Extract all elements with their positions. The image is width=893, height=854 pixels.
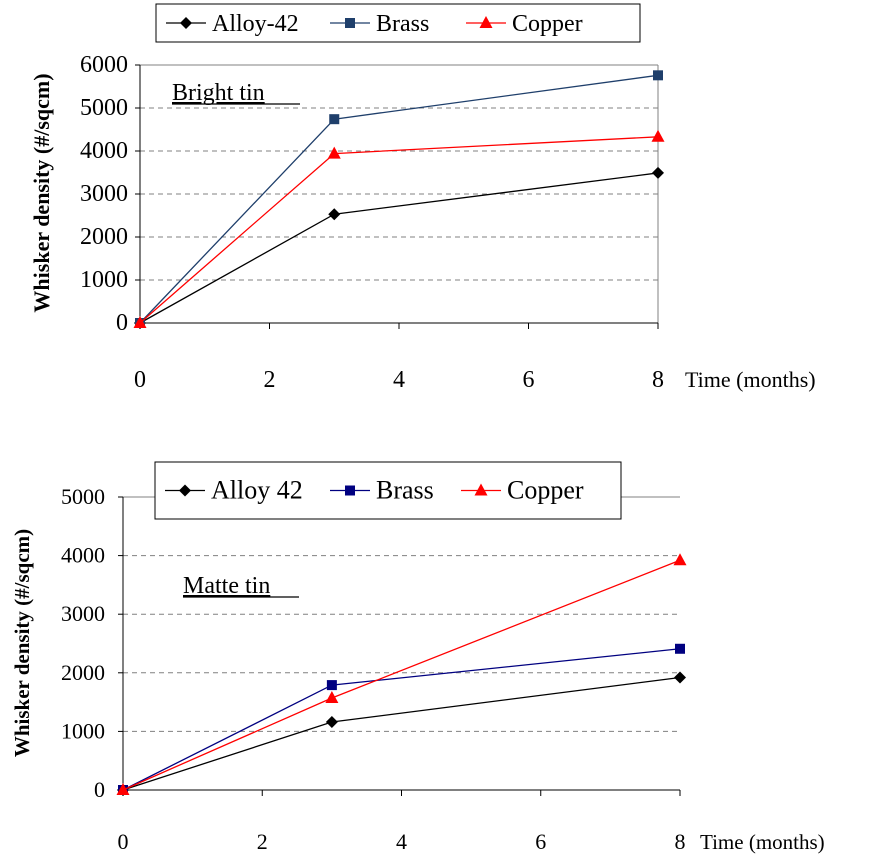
- legend-marker: [179, 484, 191, 497]
- y-tick-label: 4000: [61, 543, 105, 568]
- series-line: [139, 172, 659, 324]
- x-tick-label: 0: [134, 367, 146, 393]
- x-tick-label: 6: [535, 829, 546, 854]
- legend-label: Alloy 42: [211, 476, 303, 505]
- legend-marker: [345, 485, 355, 496]
- data-point: [325, 716, 338, 729]
- data-point: [675, 643, 685, 654]
- series-0: [134, 166, 664, 329]
- legend-box: [154, 461, 622, 520]
- data-point: [673, 553, 687, 566]
- panel-annotation: Matte tin: [183, 573, 270, 599]
- x-axis-label: Time (months): [685, 367, 816, 392]
- data-point: [133, 316, 147, 328]
- y-tick-label: 2000: [61, 660, 105, 685]
- y-tick-label: 0: [94, 777, 105, 802]
- series-1: [135, 70, 663, 328]
- y-tick-label: 3000: [80, 181, 128, 207]
- data-point: [325, 690, 339, 703]
- legend-marker: [479, 16, 493, 28]
- y-tick-label: 0: [116, 310, 128, 336]
- x-tick-label: 8: [675, 829, 686, 854]
- y-tick-label: 2000: [80, 224, 128, 250]
- x-tick-label: 4: [396, 829, 407, 854]
- legend-label: Copper: [507, 476, 584, 505]
- data-point: [326, 680, 337, 691]
- y-axis-label: Whisker density (#/sqcm): [29, 73, 54, 312]
- y-tick-label: 5000: [80, 95, 128, 121]
- x-tick-label: 2: [257, 829, 268, 854]
- legend-marker: [180, 17, 192, 29]
- data-point: [328, 208, 341, 221]
- y-axis-label: Whisker density (#/sqcm): [10, 529, 34, 757]
- data-point: [674, 671, 686, 684]
- chart-1: 0 1000 2000 3000 4000 5000 0 2 4 6 8 Time (months) W…: [10, 461, 825, 854]
- data-point: [116, 783, 130, 795]
- series-line: [139, 74, 659, 324]
- data-point: [327, 146, 341, 159]
- data-point: [329, 114, 340, 125]
- panel-annotation: Bright tin: [172, 80, 265, 106]
- y-tick-label: 5000: [61, 484, 105, 509]
- series-line: [139, 136, 659, 324]
- legend: Alloy 42 Brass Copper: [154, 461, 622, 520]
- series-line: [122, 676, 681, 791]
- legend-marker: [474, 483, 488, 496]
- y-tick-label: 3000: [61, 601, 105, 626]
- data-point: [652, 166, 664, 179]
- chart-0: 0 1000 2000 3000 4000 5000 6000 0 2 4 6 8 Time (mont…: [29, 3, 816, 393]
- legend-box: [155, 3, 641, 43]
- x-tick-label: 4: [393, 367, 405, 393]
- x-tick-label: 8: [652, 367, 664, 393]
- x-tick-label: 2: [264, 367, 276, 393]
- x-tick-label: 6: [523, 367, 535, 393]
- series-2: [116, 553, 687, 795]
- x-tick-label: 0: [118, 829, 129, 854]
- data-point: [651, 129, 665, 142]
- series-0: [117, 671, 686, 796]
- legend-marker: [345, 18, 355, 28]
- y-tick-label: 1000: [80, 267, 128, 293]
- legend-label: Alloy-42: [212, 11, 299, 37]
- y-tick-label: 6000: [80, 52, 128, 78]
- x-axis-label: Time (months): [700, 830, 825, 854]
- y-tick-label: 4000: [80, 138, 128, 164]
- legend-label: Copper: [512, 11, 583, 37]
- y-tick-label: 1000: [61, 718, 105, 743]
- legend-label: Brass: [376, 476, 434, 505]
- data-point: [653, 70, 663, 81]
- series-2: [133, 129, 665, 328]
- series-1: [118, 643, 685, 795]
- legend: Alloy-42 Brass Copper: [155, 3, 641, 43]
- legend-label: Brass: [376, 11, 429, 37]
